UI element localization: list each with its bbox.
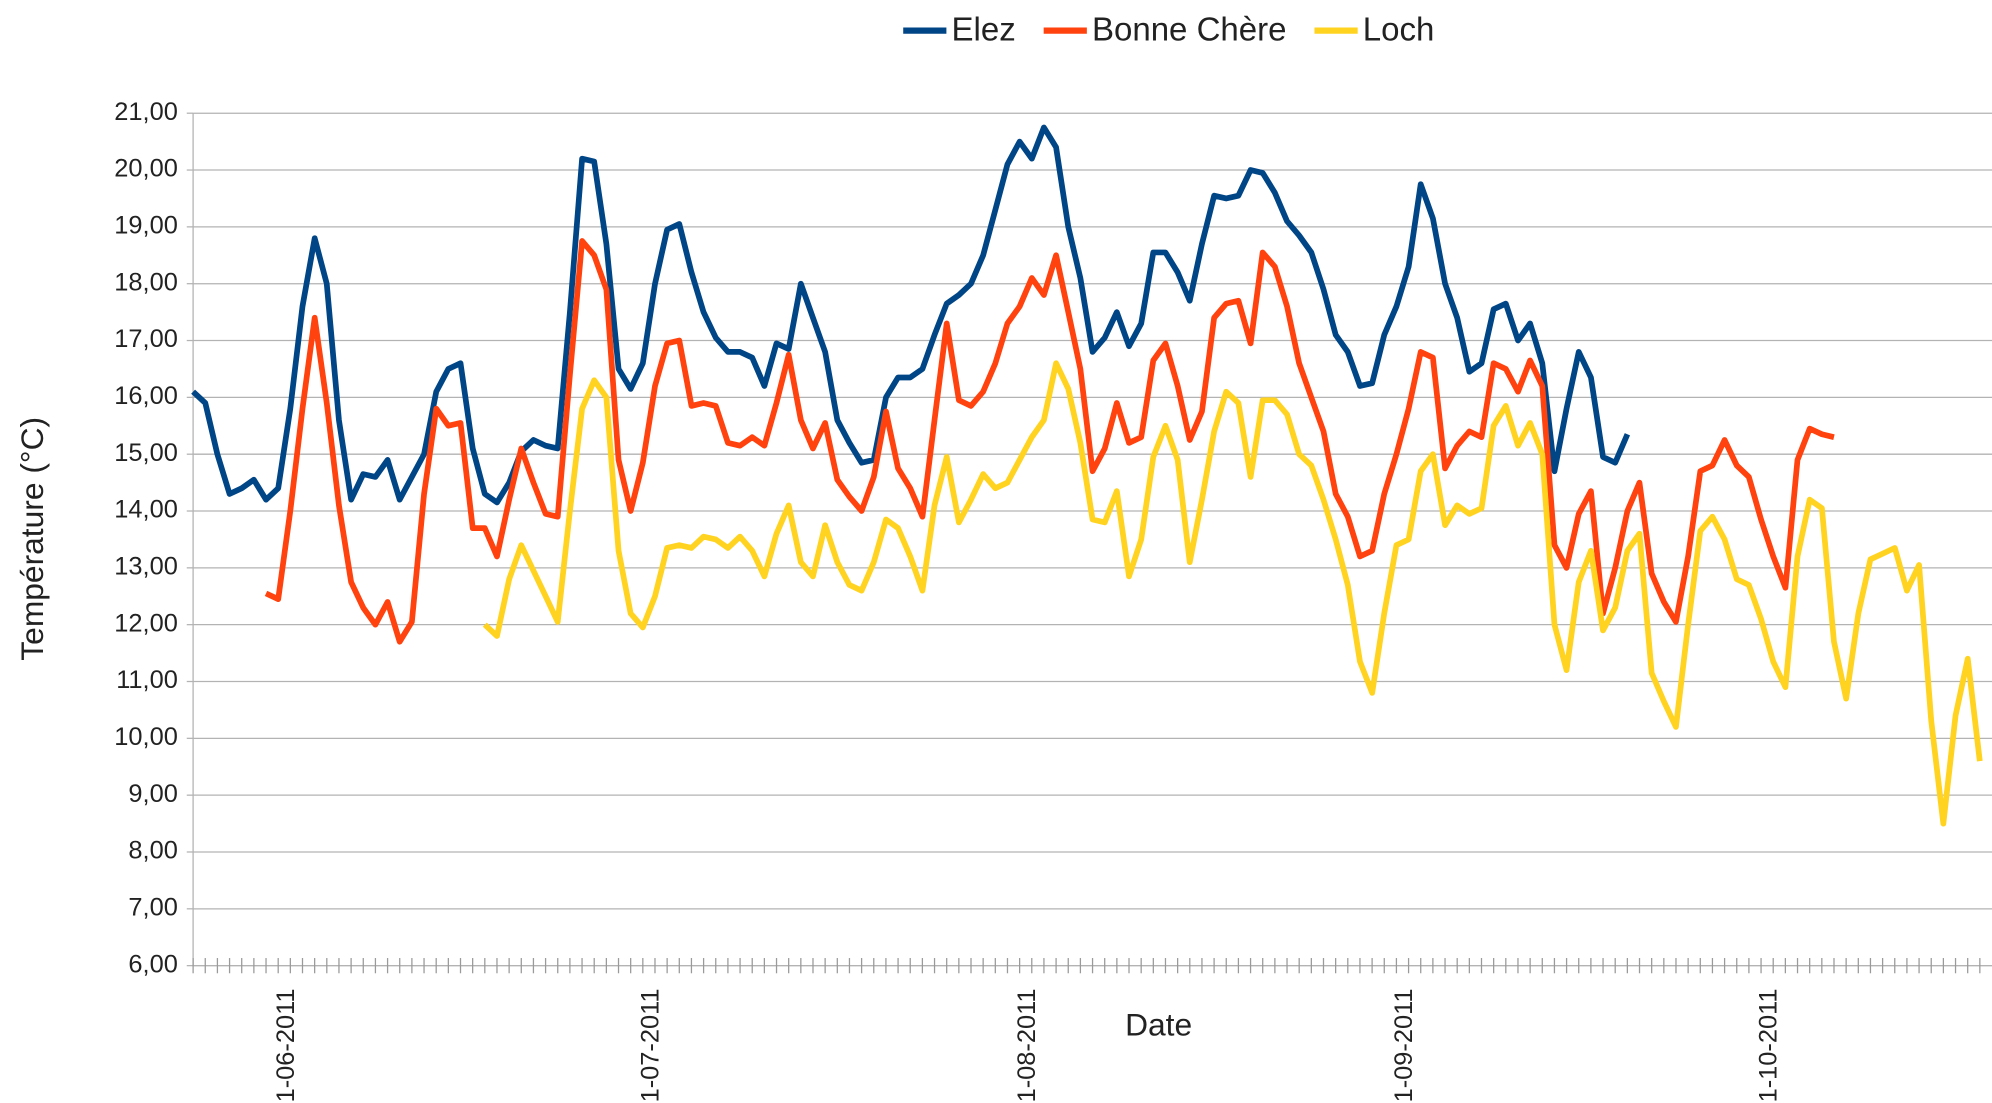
legend-label: Bonne Chère: [1092, 11, 1287, 48]
legend-label: Elez: [951, 11, 1015, 48]
series-line: [482, 360, 1983, 827]
x-tick-label: 1-10-2011: [1755, 989, 1783, 1103]
y-tick-label: 16,00: [114, 382, 178, 410]
y-tick-label: 17,00: [114, 325, 178, 353]
series-line: [264, 238, 1835, 645]
y-tick-label: 8,00: [128, 837, 177, 865]
y-tick-label: 11,00: [116, 666, 178, 694]
x-tick-label: 1-08-2011: [1013, 989, 1041, 1103]
legend-label: Loch: [1363, 11, 1435, 48]
y-tick-label: 15,00: [114, 439, 178, 467]
y-tick-label: 9,00: [128, 780, 177, 808]
legend-item: Bonne Chère: [1043, 11, 1287, 48]
x-tick-label: 1-09-2011: [1390, 989, 1418, 1103]
x-axis-title: Date: [1125, 1007, 1192, 1043]
y-tick-label: 21,00: [114, 98, 178, 126]
y-tick-label: 7,00: [128, 894, 177, 922]
y-tick-label: 13,00: [114, 553, 178, 581]
x-tick-label: 1-07-2011: [636, 989, 664, 1103]
y-axis-title: Température (°C): [14, 417, 50, 661]
y-tick-label: 10,00: [114, 723, 178, 751]
legend-item: Loch: [1314, 11, 1434, 48]
y-tick-label: 20,00: [114, 155, 178, 183]
series-line: [191, 124, 1631, 506]
y-tick-label: 19,00: [114, 212, 178, 240]
x-tick-label: 1-06-2011: [272, 989, 300, 1103]
y-tick-label: 6,00: [128, 950, 177, 978]
y-tick-label: 14,00: [114, 496, 178, 524]
legend-item: Elez: [903, 11, 1016, 48]
legend: Elez Bonne Chère Loch: [903, 11, 1434, 48]
y-tick-label: 12,00: [114, 609, 178, 637]
y-tick-label: 18,00: [114, 268, 178, 296]
